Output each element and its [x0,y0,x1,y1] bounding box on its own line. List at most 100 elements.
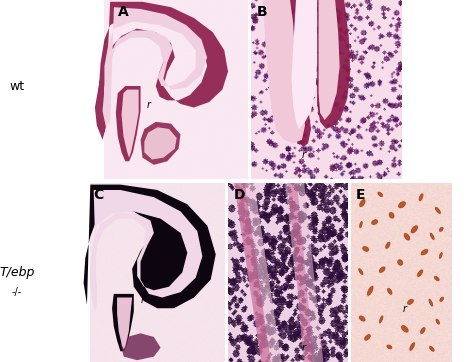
Ellipse shape [418,270,423,277]
Ellipse shape [439,227,443,231]
Ellipse shape [358,268,364,275]
Ellipse shape [386,344,392,349]
Ellipse shape [410,343,415,350]
Text: -/-: -/- [12,287,22,297]
Text: r: r [403,304,407,314]
Ellipse shape [411,226,418,233]
Ellipse shape [365,334,370,340]
Ellipse shape [421,249,428,255]
Ellipse shape [439,227,444,232]
Polygon shape [116,86,141,161]
Ellipse shape [401,325,408,332]
Ellipse shape [359,198,366,208]
Ellipse shape [378,192,383,197]
Ellipse shape [429,346,434,351]
Ellipse shape [401,325,409,333]
Ellipse shape [439,252,443,259]
Text: r: r [302,150,306,160]
Ellipse shape [359,269,363,274]
Ellipse shape [440,297,444,302]
Polygon shape [292,0,317,129]
Polygon shape [145,127,177,160]
Ellipse shape [389,212,394,218]
Text: D: D [234,188,246,202]
Ellipse shape [436,319,439,324]
Ellipse shape [360,222,362,228]
Ellipse shape [362,246,370,252]
Ellipse shape [408,299,413,304]
Polygon shape [57,183,91,362]
Text: E: E [356,188,365,202]
Ellipse shape [404,233,410,240]
Polygon shape [91,190,202,313]
Text: T/ebp: T/ebp [0,266,35,279]
Ellipse shape [364,334,371,341]
Ellipse shape [429,299,433,306]
Ellipse shape [420,327,426,334]
Polygon shape [83,185,216,308]
Ellipse shape [385,241,391,249]
Ellipse shape [407,299,414,305]
Ellipse shape [428,298,433,307]
Ellipse shape [439,252,442,258]
Polygon shape [234,183,271,362]
Ellipse shape [359,220,363,229]
Ellipse shape [387,287,392,295]
Ellipse shape [367,286,373,295]
Ellipse shape [434,275,440,282]
Ellipse shape [379,267,385,273]
Polygon shape [102,7,207,129]
Ellipse shape [410,225,419,234]
Ellipse shape [379,315,383,324]
Ellipse shape [358,315,366,322]
Polygon shape [95,2,228,140]
Ellipse shape [398,201,406,209]
Ellipse shape [419,194,423,201]
Ellipse shape [366,285,374,297]
Polygon shape [251,0,311,147]
Polygon shape [117,298,132,349]
Ellipse shape [420,328,425,333]
Ellipse shape [429,232,435,240]
Polygon shape [234,183,282,362]
Polygon shape [251,0,305,143]
Text: B: B [257,5,267,20]
Ellipse shape [359,316,365,321]
Ellipse shape [363,247,369,251]
Ellipse shape [430,233,434,240]
Polygon shape [112,294,134,351]
Ellipse shape [371,219,378,225]
Text: A: A [118,5,128,20]
Ellipse shape [387,289,392,294]
Polygon shape [57,0,104,179]
Ellipse shape [397,259,403,266]
Polygon shape [285,183,323,362]
Ellipse shape [379,316,383,323]
Ellipse shape [378,266,386,273]
Ellipse shape [420,249,429,256]
Ellipse shape [387,345,392,349]
Ellipse shape [399,202,405,208]
Ellipse shape [417,269,424,278]
Polygon shape [121,90,139,158]
Ellipse shape [360,199,365,207]
Polygon shape [141,122,181,165]
Text: r: r [140,295,145,305]
Ellipse shape [409,341,415,352]
Ellipse shape [388,212,395,219]
Ellipse shape [435,207,440,214]
Polygon shape [319,0,340,120]
Ellipse shape [429,345,435,352]
Text: r: r [146,100,150,110]
Text: C: C [94,188,104,202]
Ellipse shape [403,232,410,241]
Ellipse shape [386,242,390,248]
Ellipse shape [419,193,424,202]
Polygon shape [317,0,350,129]
Ellipse shape [439,296,444,302]
Polygon shape [288,183,314,362]
Ellipse shape [435,206,441,214]
Polygon shape [120,333,161,360]
Ellipse shape [436,319,440,325]
Text: wt: wt [9,80,25,93]
